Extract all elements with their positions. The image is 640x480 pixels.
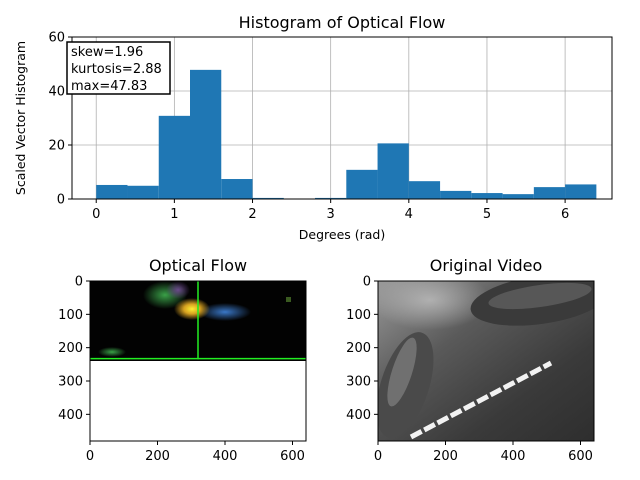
histogram-bar	[252, 197, 284, 199]
video-fish-upper-highlight	[488, 282, 592, 310]
stats-annotation-box: skew=1.96 kurtosis=2.88 max=47.83	[66, 41, 171, 95]
optical-flow-x-tick-label: 200	[145, 449, 170, 464]
histogram-y-tick-label: 0	[57, 193, 65, 208]
histogram-bar	[440, 190, 472, 199]
optical-flow-y-tick-label: 200	[58, 341, 83, 356]
histogram-x-axis-label: Degrees (rad)	[299, 227, 385, 242]
optical-flow-y-tick-label: 0	[75, 275, 83, 290]
histogram-y-tick-label: 60	[48, 31, 65, 46]
original-video-panel: Original Video 0 200 400 600 0 100 200 300 400	[346, 256, 595, 464]
histogram-bars	[96, 69, 597, 199]
histogram-y-axis-label: Scaled Vector Histogram	[13, 41, 28, 195]
optical-flow-y-ticks: 0 100 200 300 400	[58, 275, 90, 423]
histogram-plot-frame	[71, 36, 613, 200]
flow-blob-purple	[166, 281, 190, 299]
histogram-bar	[315, 197, 347, 199]
video-scale-bar	[409, 360, 553, 440]
histogram-bar	[221, 179, 253, 199]
histogram-bar	[533, 187, 566, 199]
histogram-bar	[565, 184, 597, 199]
histogram-y-tick-label: 40	[48, 85, 65, 100]
original-video-x-tick-label: 0	[374, 449, 382, 464]
histogram-x-tick-label: 4	[405, 207, 413, 222]
stats-annotation-frame	[66, 41, 171, 95]
optical-flow-x-tick-label: 600	[280, 449, 305, 464]
histogram-x-ticks: 0 1 2 3 4 5 6	[92, 199, 569, 222]
optical-flow-x-tick-label: 400	[213, 449, 238, 464]
histogram-y-ticks: 0 20 40 60	[48, 31, 72, 208]
histogram-bar	[127, 185, 159, 199]
original-video-y-tick-label: 300	[346, 375, 371, 390]
original-video-y-tick-label: 0	[363, 275, 371, 290]
optical-flow-axes-frame	[89, 280, 307, 442]
original-video-y-tick-label: 100	[346, 308, 371, 323]
original-video-x-tick-label: 400	[501, 449, 526, 464]
histogram-title: Histogram of Optical Flow	[239, 13, 446, 32]
flow-spot	[286, 297, 291, 302]
histogram-y-tick-label: 20	[48, 139, 65, 154]
optical-flow-y-tick-label: 300	[58, 375, 83, 390]
original-video-x-ticks: 0 200 400 600	[374, 441, 593, 464]
original-video-x-tick-label: 600	[568, 449, 593, 464]
flow-blob-small-green	[98, 347, 126, 357]
video-bright-region	[378, 281, 490, 330]
optical-flow-y-tick-label: 100	[58, 308, 83, 323]
original-video-y-ticks: 0 100 200 300 400	[346, 275, 378, 423]
original-video-image	[378, 281, 594, 441]
histogram-bar	[158, 115, 191, 199]
original-video-y-tick-label: 200	[346, 341, 371, 356]
optical-flow-x-tick-label: 0	[86, 449, 94, 464]
original-video-y-tick-label: 400	[346, 408, 371, 423]
stats-kurtosis-text: kurtosis=2.88	[71, 62, 162, 77]
histogram-bar	[190, 69, 222, 199]
optical-flow-y-tick-label: 400	[58, 408, 83, 423]
histogram-x-tick-label: 1	[170, 207, 178, 222]
histogram-x-tick-label: 6	[561, 207, 569, 222]
histogram-panel: Histogram of Optical Flow 0 1 2 3 4 5 6 0 20 40 6…	[13, 13, 613, 242]
histogram-bar	[471, 193, 503, 199]
original-video-x-tick-label: 200	[433, 449, 458, 464]
optical-flow-panel: Optical Flow 0 200 400 600 0 100 200 300 400	[58, 256, 307, 464]
histogram-x-tick-label: 2	[248, 207, 256, 222]
optical-flow-image	[90, 281, 306, 361]
histogram-bar	[377, 143, 409, 199]
stats-max-text: max=47.83	[71, 79, 147, 94]
histogram-bar	[502, 194, 534, 199]
optical-flow-x-ticks: 0 200 400 600	[86, 441, 305, 464]
original-video-axes-frame	[377, 280, 595, 442]
original-video-title: Original Video	[430, 256, 543, 275]
histogram-bar	[346, 169, 378, 199]
flow-blob-hot	[174, 298, 210, 320]
video-fish-lower-highlight	[387, 337, 417, 407]
histogram-bar	[408, 181, 441, 199]
histogram-bar	[96, 184, 128, 199]
histogram-x-tick-label: 3	[327, 207, 335, 222]
stats-skew-text: skew=1.96	[71, 45, 143, 60]
histogram-x-tick-label: 5	[483, 207, 491, 222]
histogram-x-tick-label: 0	[92, 207, 100, 222]
optical-flow-title: Optical Flow	[149, 256, 247, 275]
flow-blob-blue	[199, 303, 251, 321]
